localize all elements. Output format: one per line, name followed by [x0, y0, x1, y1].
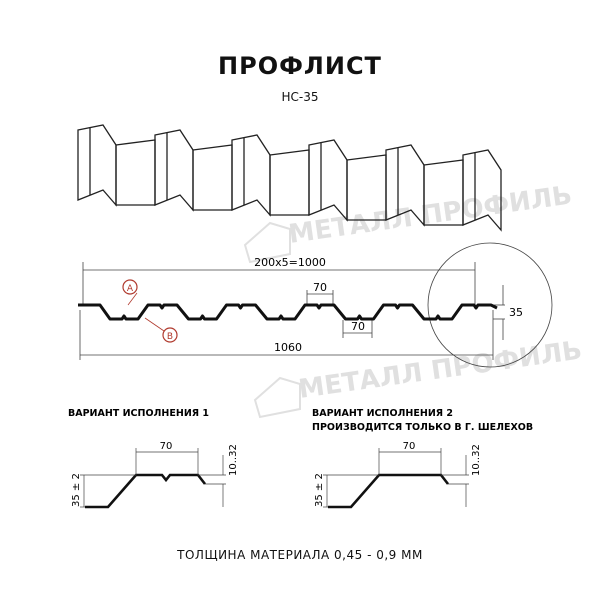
variant-2-profile: 70 10..32 35 ± 2 [314, 441, 482, 509]
marker-b-label: B [167, 332, 173, 342]
variant-1-height: 35 ± 2 [71, 473, 82, 507]
variant-2-height: 35 ± 2 [314, 473, 325, 507]
watermark-top: МЕТАЛЛ ПРОФИЛЬ [287, 180, 574, 249]
watermark-bottom: МЕТАЛЛ ПРОФИЛЬ [297, 335, 584, 404]
sheet-valley [115, 139, 156, 206]
watermark-text: МЕТАЛЛ ПРОФИЛЬ [287, 180, 574, 249]
product-code: НС-35 [281, 90, 319, 104]
sheet-rib [308, 139, 348, 222]
variant-2-width: 70 [403, 441, 416, 452]
sheet-3d-view [77, 124, 502, 232]
total-width-dimension: 1060 [274, 341, 302, 354]
variant-2-flange: 10..32 [471, 444, 482, 476]
sheet-rib [231, 134, 271, 217]
variant-2-note: ПРОИЗВОДИТСЯ ТОЛЬКО В Г. ШЕЛЕХОВ [312, 422, 533, 433]
sheet-rib [77, 124, 117, 207]
height-dimension: 35 [509, 306, 523, 319]
variant-1-width: 70 [160, 441, 173, 452]
section-dimensions [79, 242, 553, 368]
variant-1-flange: 10..32 [228, 444, 239, 476]
watermark-logo-icon [243, 221, 301, 419]
top-width-dimension: 70 [313, 281, 327, 294]
profile-section [78, 303, 498, 321]
variant-1-title: ВАРИАНТ ИСПОЛНЕНИЯ 1 [68, 408, 209, 419]
marker-b [162, 327, 178, 343]
marker-a [122, 279, 138, 295]
marker-a-label: A [127, 284, 134, 294]
bottom-width-dimension: 70 [351, 320, 365, 333]
watermark-text: МЕТАЛЛ ПРОФИЛЬ [297, 335, 584, 404]
sheet-rib [154, 129, 194, 212]
material-thickness-note: ТОЛЩИНА МАТЕРИАЛА 0,45 - 0,9 ММ [177, 548, 423, 562]
variant-1-profile: 70 10..32 35 ± 2 [71, 441, 239, 509]
sheet-valley [269, 149, 310, 216]
sheet-rib [462, 149, 502, 232]
page-title: ПРОФЛИСТ [218, 52, 382, 80]
sheet-valley [192, 144, 233, 211]
pitch-dimension: 200x5=1000 [254, 256, 326, 269]
variant-2-title: ВАРИАНТ ИСПОЛНЕНИЯ 2 [312, 408, 453, 419]
